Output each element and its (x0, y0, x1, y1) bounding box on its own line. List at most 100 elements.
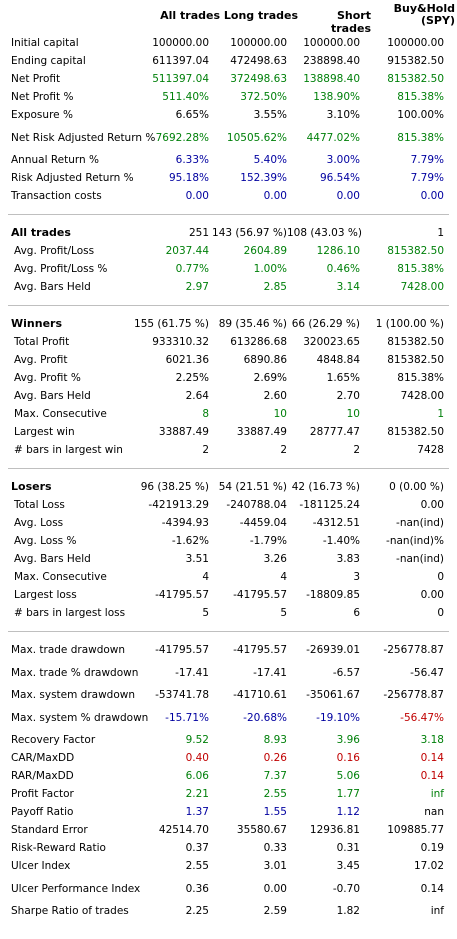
section-count-all-trades: 155 (61.75 %) (134, 318, 209, 330)
section-count-buy-and-hold: 1 (437, 227, 444, 239)
stat-value-long-trades: -20.68% (243, 711, 287, 724)
stat-value-long-trades: 0.00 (263, 190, 287, 202)
stat-label: Max. trade % drawdown (11, 667, 139, 679)
stat-label: Annual Return % (11, 154, 99, 166)
stat-value-all-trades: 6.33% (175, 154, 209, 166)
stat-value-long-trades: 5 (280, 607, 287, 619)
stat-value-short-trades: -4312.51 (312, 517, 360, 529)
backtest-report: All trades Long trades Short trades Buy&… (0, 0, 457, 920)
stat-value-all-trades: 2.21 (185, 788, 209, 800)
stat-value-short-trades: 10 (346, 408, 360, 420)
stat-value-all-trades: -1.62% (171, 535, 209, 547)
stat-row: Total Loss -421913.29 -240788.04 -181125.24… (0, 496, 457, 514)
stat-value-buy-and-hold: -256778.87 (383, 644, 444, 656)
stat-value-all-trades: 0.37 (185, 842, 209, 854)
stat-value-short-trades: -181125.24 (299, 499, 360, 511)
stat-value-all-trades: 2.64 (185, 390, 209, 402)
stat-value-short-trades: 138.90% (313, 91, 360, 103)
stat-value-long-trades: 613286.68 (230, 336, 287, 348)
stats-section: Winners 155 (61.75 %) 89 (35.46 %) 66 (26.2… (0, 315, 457, 459)
stat-label: Total Profit (14, 336, 70, 348)
header-buy-and-hold-title: Buy&Hold (393, 2, 455, 15)
stat-row: Avg. Profit/Loss % 0.77% 1.00% 0.46% 815.38% (0, 260, 457, 278)
stat-value-short-trades: 5.06 (336, 770, 360, 782)
stat-value-buy-and-hold: inf (430, 788, 444, 800)
stat-row: # bars in largest win 2 2 2 7428 (0, 441, 457, 459)
stat-value-buy-and-hold: 0 (437, 607, 444, 619)
header-buy-and-hold[interactable]: Buy&Hold (SPY) (371, 0, 455, 34)
stat-value-all-trades: 7692.28% (155, 131, 209, 144)
stat-value-short-trades: 0.31 (336, 842, 360, 854)
stat-label: Avg. Loss (14, 517, 64, 529)
stat-value-short-trades: 320023.65 (303, 336, 360, 348)
stat-value-long-trades: 2.69% (253, 372, 287, 384)
stat-value-long-trades: 35580.67 (236, 824, 287, 836)
section-count-long-trades: 54 (21.51 %) (218, 481, 287, 493)
stat-value-long-trades: 7.37 (263, 770, 287, 782)
stat-value-long-trades: 2604.89 (243, 245, 287, 257)
stat-row: Max. trade % drawdown -17.41 -17.41 -6.57 -5… (0, 659, 457, 686)
header-all-trades[interactable]: All trades (160, 9, 220, 22)
stat-value-short-trades: 1.82 (336, 905, 360, 917)
stat-label: Risk-Reward Ratio (11, 842, 106, 854)
stat-value-long-trades: -41710.61 (233, 689, 287, 701)
stat-label: Max. system drawdown (11, 689, 136, 701)
stat-value-short-trades: -0.70 (332, 882, 360, 895)
stat-label: Payoff Ratio (11, 806, 74, 818)
stat-value-all-trades: 2.25 (185, 905, 209, 917)
stat-value-all-trades: -15.71% (165, 711, 209, 724)
stat-label: CAR/MaxDD (11, 752, 75, 764)
stat-value-short-trades: 0.00 (336, 190, 360, 202)
stat-row: Annual Return % 6.33% 5.40% 3.00% 7.79% (0, 151, 457, 169)
stat-value-long-trades: -17.41 (253, 666, 287, 679)
stat-value-short-trades: 3.14 (336, 281, 360, 293)
stat-value-long-trades: 100000.00 (230, 37, 287, 49)
stat-value-short-trades: -1.40% (322, 535, 360, 547)
stat-row: # bars in largest loss 5 5 6 0 (0, 604, 457, 622)
section-title: Winners (11, 317, 62, 330)
stats-section: Max. trade drawdown -41795.57 -41795.57 -26… (0, 641, 457, 920)
stat-label: Avg. Bars Held (14, 390, 91, 402)
stat-value-long-trades: -240788.04 (226, 499, 287, 511)
stat-label: Transaction costs (11, 190, 102, 202)
stat-value-short-trades: -6.57 (332, 666, 360, 679)
header-short-trades[interactable]: Short trades (331, 9, 371, 35)
stat-value-buy-and-hold: 1 (437, 408, 444, 420)
stat-value-buy-and-hold: 815.38% (397, 263, 444, 275)
stat-label: Sharpe Ratio of trades (11, 905, 129, 917)
stat-value-all-trades: 4 (202, 571, 209, 583)
stat-value-all-trades: 0.00 (185, 190, 209, 202)
stat-value-all-trades: -17.41 (175, 666, 209, 679)
stat-row: Max. Consecutive 8 10 10 1 (0, 405, 457, 423)
section-count-short-trades: 66 (26.29 %) (291, 318, 360, 330)
stat-value-buy-and-hold: 0.00 (420, 190, 444, 202)
stat-value-buy-and-hold: 0.00 (420, 499, 444, 511)
stat-row: Risk Adjusted Return % 95.18% 152.39% 96.54… (0, 169, 457, 187)
stat-row: Avg. Profit 6021.36 6890.86 4848.84 815382.5… (0, 351, 457, 369)
stat-value-all-trades: -41795.57 (155, 644, 209, 656)
section-divider (8, 631, 449, 632)
stat-value-buy-and-hold: -56.47% (400, 711, 444, 724)
stat-value-short-trades: 6 (353, 607, 360, 619)
stat-value-short-trades: 3.00% (326, 154, 360, 166)
stat-row: Max. Consecutive 4 4 3 0 (0, 568, 457, 586)
stat-value-short-trades: 4477.02% (306, 131, 360, 144)
stat-label: Max. trade drawdown (11, 644, 126, 656)
stat-value-buy-and-hold: 7428 (417, 444, 444, 456)
stat-row: Standard Error 42514.70 35580.67 12936.81 10… (0, 821, 457, 839)
stat-label: Net Profit % (11, 91, 74, 103)
stat-value-all-trades: 5 (202, 607, 209, 619)
stat-value-short-trades: 96.54% (319, 172, 360, 184)
stat-row: Payoff Ratio 1.37 1.55 1.12 nan (0, 803, 457, 821)
stat-value-buy-and-hold: -nan(ind)% (386, 535, 444, 547)
stat-value-all-trades: 2 (202, 444, 209, 456)
stat-value-buy-and-hold: 815.38% (397, 91, 444, 103)
stat-value-buy-and-hold: -256778.87 (383, 689, 444, 701)
section-divider (8, 305, 449, 306)
column-header-row: All trades Long trades Short trades Buy&… (0, 0, 457, 36)
stat-value-short-trades: -18809.85 (306, 589, 360, 601)
stat-value-all-trades: 8 (202, 408, 209, 420)
stat-value-buy-and-hold: -56.47 (410, 666, 444, 679)
header-long-trades[interactable]: Long trades (223, 9, 298, 22)
stat-row: Profit Factor 2.21 2.55 1.77 inf (0, 785, 457, 803)
